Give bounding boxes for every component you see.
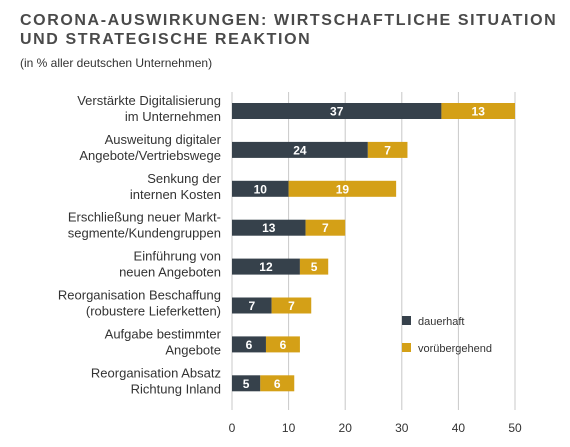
category-label-0-line-1: im Unternehmen [125,109,221,124]
category-label-4-line-1: neuen Angeboten [119,265,221,280]
bar-value-label-vorübergehend-4: 5 [311,260,318,274]
legend-label-dauerhaft: dauerhaft [418,316,464,328]
bar-value-label-dauerhaft-2: 10 [254,182,268,196]
category-label-0-line-0: Verstärkte Digitalisierung [77,93,221,108]
category-label-1-line-1: Angebote/Vertriebswege [79,148,221,163]
legend-swatch-vorübergehend [402,343,411,352]
category-label-6-line-0: Aufgabe bestimmter [105,326,222,341]
bar-dauerhaft-3 [232,219,306,236]
bar-vorübergehend-3 [305,219,346,236]
chart-title-line-2: UND STRATEGISCHE REAKTION [20,31,312,48]
x-tick-label-0: 0 [229,421,236,435]
bar-dauerhaft-0 [232,103,442,119]
bar-vorübergehend-1 [367,141,408,158]
legend-swatch-dauerhaft [402,316,411,325]
bar-value-label-dauerhaft-7: 5 [243,377,250,391]
category-label-5-line-0: Reorganisation Beschaffung [58,288,221,303]
x-tick-label-40: 40 [452,421,466,435]
bar-value-label-vorübergehend-6: 6 [280,338,287,352]
bar-vorübergehend-4 [299,258,329,275]
category-label-3-line-0: Erschließung neuer Markt- [68,210,221,225]
bar-vorübergehend-5 [271,297,312,314]
bar-value-label-dauerhaft-0: 37 [330,105,344,119]
bar-dauerhaft-5 [232,297,272,314]
x-tick-label-50: 50 [508,421,522,435]
category-label-7-line-0: Reorganisation Absatz [91,365,221,380]
category-label-5-line-1: (robustere Lieferketten) [86,304,221,319]
x-tick-label-30: 30 [395,421,409,435]
chart-title: CORONA-AUSWIRKUNGEN: WIRTSCHAFTLICHE SIT… [20,11,557,49]
bar-dauerhaft-2 [232,180,289,197]
category-label-3-line-1: segmente/Kundengruppen [68,226,221,241]
bar-vorübergehend-0 [441,103,515,119]
legend-label-vorübergehend: vorübergehend [418,343,492,355]
bar-value-label-vorübergehend-7: 6 [274,377,281,391]
bar-vorübergehend-7 [260,375,295,392]
bar-value-label-vorübergehend-5: 7 [288,299,295,313]
bar-vorübergehend-6 [265,336,300,353]
bar-value-label-vorübergehend-0: 13 [472,105,486,119]
x-tick-label-10: 10 [282,421,296,435]
bar-value-label-vorübergehend-2: 19 [336,182,350,196]
bar-value-label-vorübergehend-3: 7 [322,221,329,235]
category-label-4-line-0: Einführung von [134,249,221,264]
bar-dauerhaft-4 [232,258,300,275]
category-label-2-line-1: internen Kosten [130,187,221,202]
bar-dauerhaft-1 [232,141,368,158]
x-tick-label-20: 20 [339,421,353,435]
bar-dauerhaft-7 [232,375,261,392]
bar-value-label-dauerhaft-3: 13 [262,221,276,235]
bar-value-label-dauerhaft-6: 6 [246,338,253,352]
bar-dauerhaft-6 [232,336,266,353]
bar-value-label-vorübergehend-1: 7 [384,143,391,157]
category-label-1-line-0: Ausweitung digitaler [105,132,222,147]
chart-subtitle: (in % aller deutschen Unternehmen) [20,56,213,70]
chart-title-line-1: CORONA-AUSWIRKUNGEN: WIRTSCHAFTLICHE SIT… [20,12,558,29]
bar-value-label-dauerhaft-5: 7 [248,299,255,313]
category-label-7-line-1: Richtung Inland [131,381,221,396]
category-label-2-line-0: Senkung der [147,171,221,186]
bar-value-label-dauerhaft-4: 12 [259,260,273,274]
category-label-6-line-1: Angebote [165,342,221,357]
bar-value-label-dauerhaft-1: 24 [293,143,307,157]
bar-vorübergehend-2 [288,180,397,197]
